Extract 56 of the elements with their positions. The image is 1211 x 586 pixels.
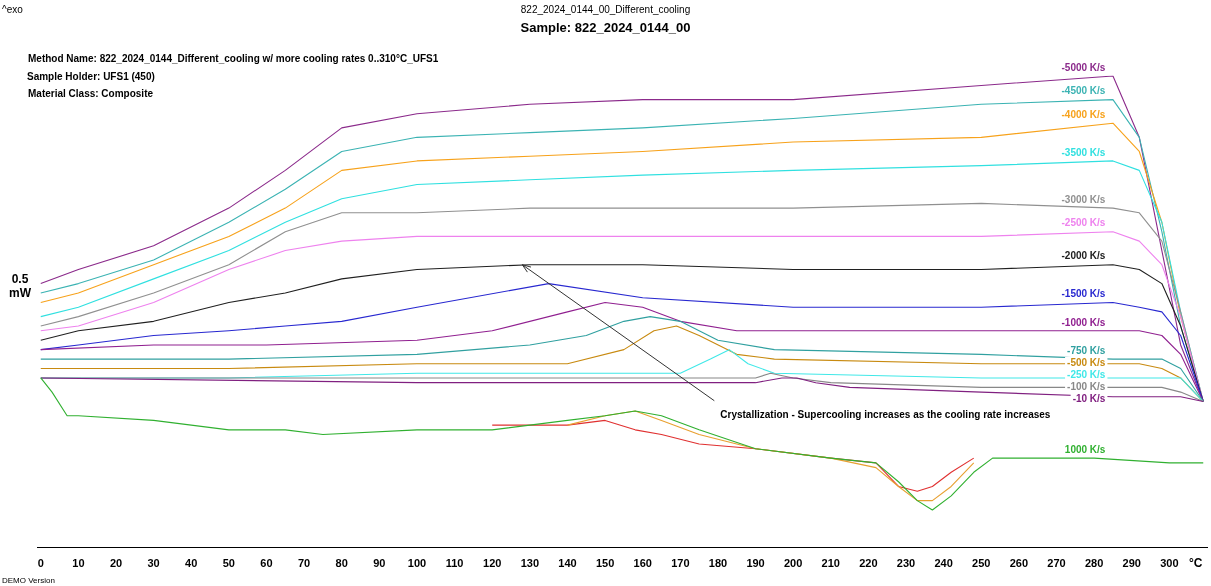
annotation: Crystallization - Supercooling increases as the cooling rate increases — [720, 409, 1051, 421]
x-tick-label: 90 — [373, 557, 386, 570]
x-tick-label: 80 — [335, 557, 348, 570]
series-label: -3000 K/s — [1061, 193, 1106, 205]
series-label: -1000 K/s — [1061, 316, 1106, 328]
y-axis-title: 0.5 mW — [8, 272, 32, 300]
series-label: -250 K/s — [1067, 368, 1106, 380]
series-label: -4000 K/s — [1061, 108, 1106, 120]
x-tick-label: 50 — [222, 557, 235, 570]
series-label: -2500 K/s — [1061, 217, 1106, 229]
x-tick-label: 40 — [185, 557, 198, 570]
x-tick-label: 160 — [633, 557, 652, 570]
text: ^exo — [2, 4, 23, 15]
x-tick-label: 280 — [1084, 557, 1104, 570]
series-label: -500 K/s — [1067, 356, 1106, 368]
text: DEMO Version — [2, 576, 55, 585]
x-tick-label: 70 — [297, 557, 311, 570]
x-tick-label: 110 — [445, 557, 464, 570]
x-tick-label: 240 — [934, 557, 953, 570]
x-tick-label: 180 — [708, 557, 728, 570]
x-tick-label: 120 — [483, 557, 502, 570]
text: Method Name: 822_2024_0144_Different_cooling w/ more cooling rates 0..310°C_UFS1 — [28, 53, 439, 64]
series-label: 1000 K/s — [1064, 443, 1106, 455]
x-tick-label: 220 — [859, 557, 878, 570]
x-tick-label: 250 — [972, 557, 991, 570]
x-tick-label: 150 — [595, 557, 615, 570]
x-tick-label: 270 — [1047, 557, 1066, 570]
x-tick-label: 30 — [147, 557, 160, 570]
x-tick-label: 260 — [1009, 557, 1029, 570]
x-tick-label: 60 — [260, 557, 273, 570]
annotation: Material Class: Composite — [28, 88, 154, 99]
series-label: -1500 K/s — [1061, 288, 1106, 300]
x-tick-label: 210 — [821, 557, 840, 570]
x-tick-label: 100 — [407, 557, 427, 570]
series-label: -750 K/s — [1067, 344, 1106, 356]
x-tick-label: 170 — [671, 557, 690, 570]
series-label: -2000 K/s — [1061, 250, 1106, 262]
x-axis-title: °C — [1188, 556, 1203, 571]
x-tick-label: 20 — [109, 557, 123, 570]
x-tick-label: 190 — [746, 557, 765, 570]
x-tick-label: 130 — [520, 557, 540, 570]
series-label: -3500 K/s — [1061, 146, 1106, 158]
x-tick-label: 140 — [558, 557, 577, 570]
x-tick-label: 300 — [1160, 557, 1179, 570]
series-label: -100 K/s — [1067, 380, 1106, 392]
x-tick-label: 200 — [783, 557, 803, 570]
x-tick-label: 0 — [37, 557, 44, 570]
series-label: -4500 K/s — [1061, 85, 1106, 97]
x-tick-label: 290 — [1122, 557, 1141, 570]
x-tick-label: 230 — [896, 557, 916, 570]
chart-subtitle: Sample: 822_2024_0144_00 — [519, 20, 692, 35]
series-label: -5000 K/s — [1061, 61, 1106, 73]
annotation: Sample Holder: UFS1 (450) — [27, 71, 155, 82]
series-label: -10 K/s — [1072, 392, 1106, 404]
x-tick-label: 10 — [72, 557, 85, 570]
chart-title: 822_2024_0144_00_Different_cooling — [520, 4, 691, 15]
